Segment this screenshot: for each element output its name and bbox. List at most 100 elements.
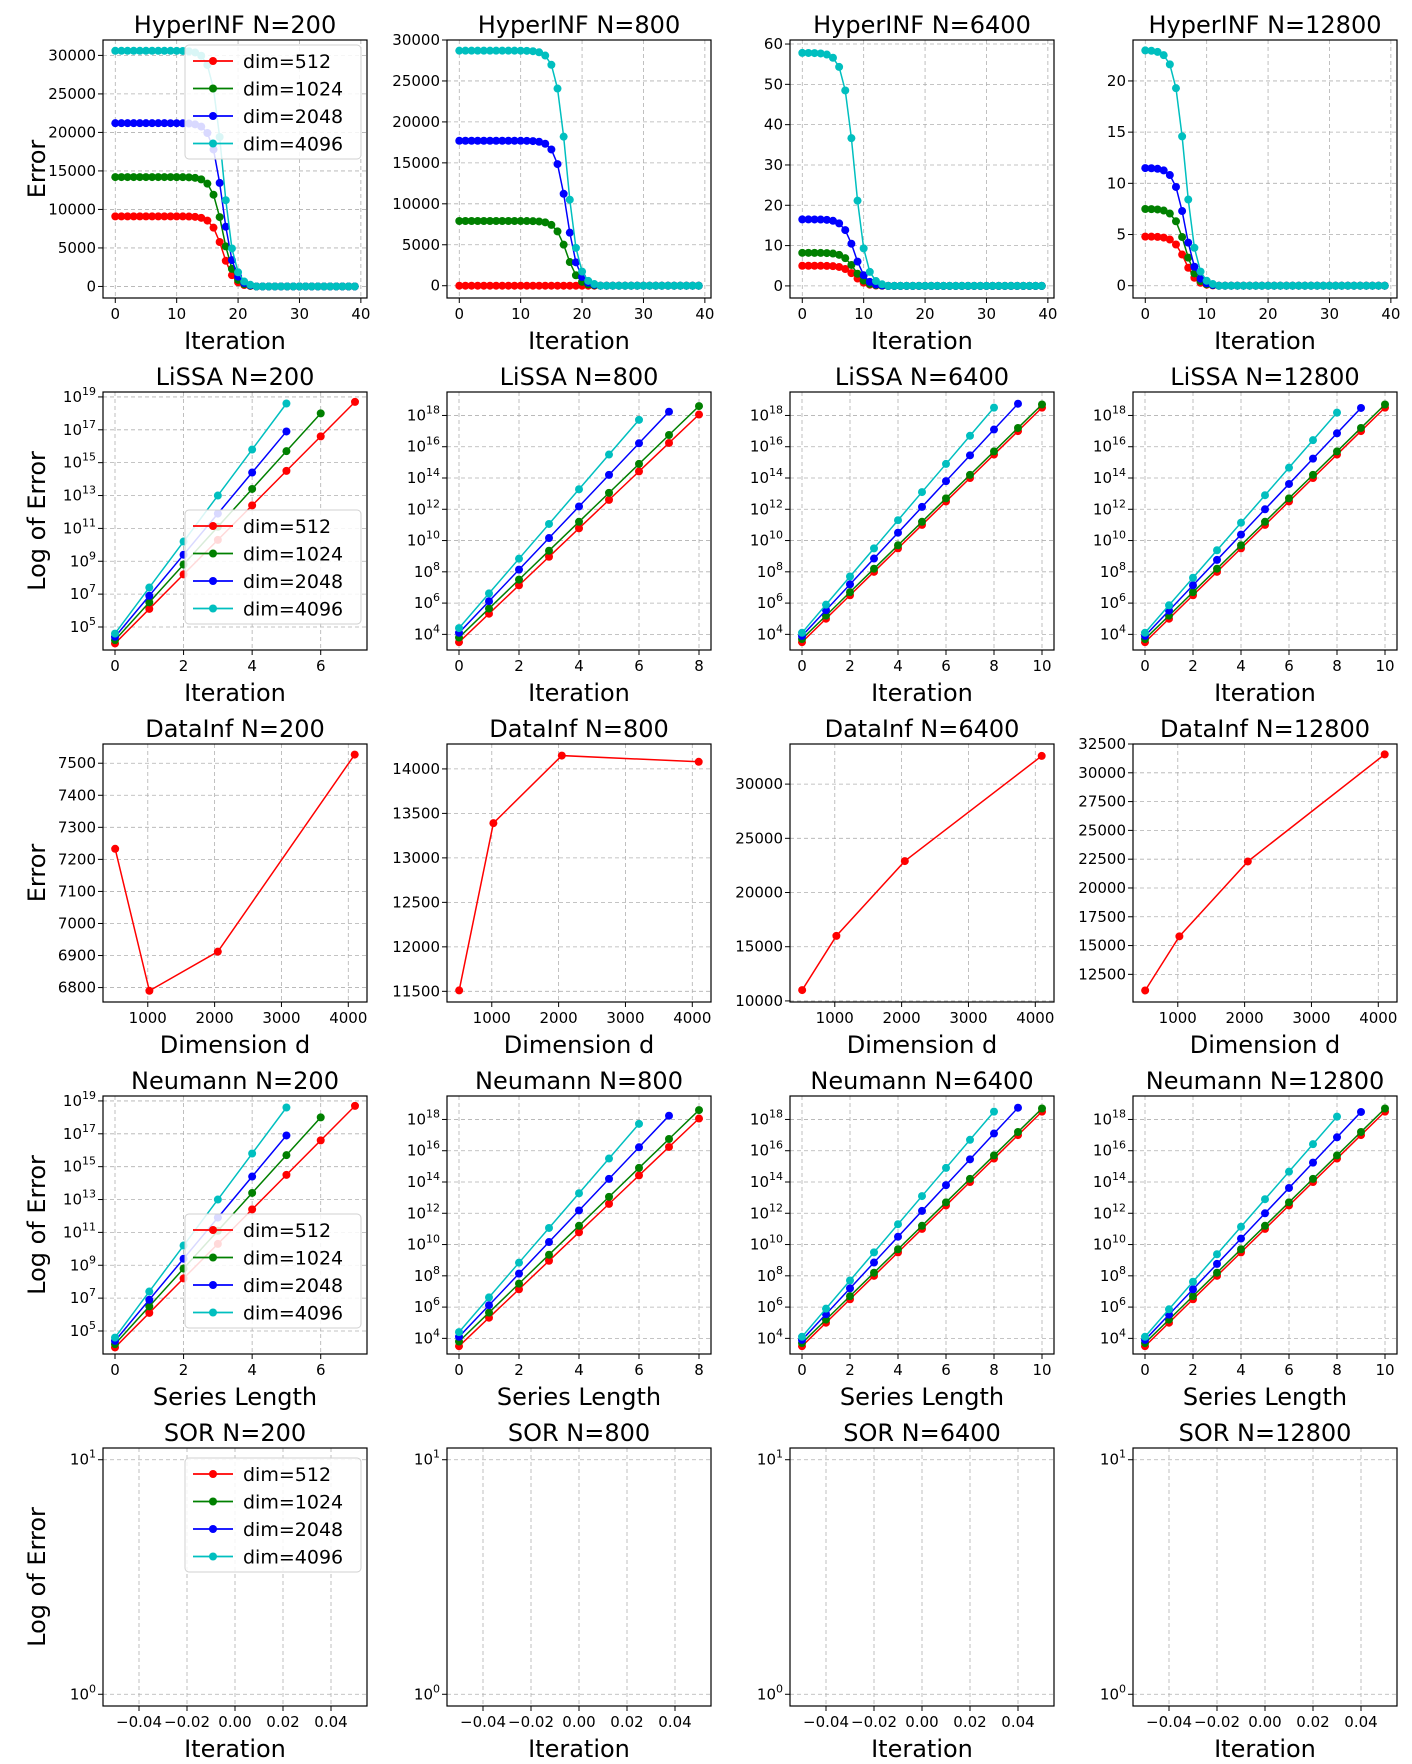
y-tick-exponent: 8 — [776, 1264, 783, 1277]
legend: dim=512 dim=1024 dim=2048 dim=4096 — [184, 1457, 362, 1573]
data-point — [565, 281, 574, 290]
data-point — [816, 261, 825, 270]
legend: dim=512 dim=1024 dim=2048 dim=4096 — [184, 44, 362, 160]
data-point — [326, 282, 335, 291]
data-point — [942, 459, 950, 468]
y-tick-label: 1016 — [407, 1139, 440, 1160]
y-tick-exponent: 15 — [82, 451, 96, 464]
data-point — [1147, 164, 1156, 173]
data-point — [835, 62, 844, 71]
data-point — [804, 215, 813, 224]
data-point — [1261, 517, 1269, 526]
y-tick-exponent: 10 — [1112, 529, 1126, 542]
chart-title: SOR N=6400 — [843, 1419, 1001, 1447]
y-axis-label: Log of Error — [23, 1507, 51, 1647]
data-point — [338, 282, 347, 291]
data-point — [990, 403, 998, 412]
data-point — [547, 220, 556, 229]
data-point — [841, 86, 850, 95]
y-tick-label: 106 — [1100, 1295, 1126, 1316]
data-point — [571, 258, 580, 267]
y-tick-label: 100 — [414, 1682, 440, 1703]
y-tick-label: 7500 — [58, 754, 96, 772]
data-point — [1309, 1174, 1317, 1183]
data-point — [798, 215, 807, 224]
data-point — [590, 280, 599, 289]
data-point — [841, 264, 850, 273]
chart-title: HyperINF N=6400 — [813, 11, 1031, 39]
y-tick-label: 5000 — [58, 239, 96, 257]
data-point — [565, 195, 574, 204]
y-tick-label: 1013 — [63, 1188, 96, 1209]
x-tick-label: 0.02 — [953, 1713, 986, 1731]
data-point — [571, 243, 580, 252]
data-point — [154, 46, 163, 55]
chart-panel: 0 2 4 6 8 1010410610810101012101410161018LiSS… — [1093, 363, 1398, 707]
y-tick-label: 0 — [430, 277, 440, 295]
data-point — [835, 262, 844, 271]
y-tick-exponent: 0 — [89, 1682, 96, 1695]
data-point — [633, 281, 642, 290]
data-point — [665, 407, 673, 416]
data-point — [504, 136, 513, 145]
legend-swatch-marker — [209, 1253, 217, 1262]
data-point — [145, 1287, 154, 1296]
x-tick-label: 1000 — [473, 1009, 511, 1027]
data-point — [914, 281, 923, 290]
data-point — [215, 213, 224, 222]
chart-panel: 0 2 4 6 810410610810101012101410161018LiSSA … — [407, 363, 712, 707]
y-axis-label: Error — [23, 844, 51, 903]
x-tick-label: 8 — [1332, 1361, 1342, 1379]
data-point — [798, 248, 807, 257]
x-tick-label: 2 — [845, 657, 855, 675]
x-tick-label: 6 — [1284, 1361, 1294, 1379]
data-point — [515, 1285, 523, 1294]
y-tick-label: 1018 — [1093, 1107, 1126, 1128]
data-point — [234, 268, 243, 277]
x-tick-label: 8 — [694, 1361, 704, 1379]
y-tick-exponent: 4 — [433, 1326, 440, 1339]
data-point — [1014, 1103, 1022, 1112]
legend-swatch-marker — [209, 84, 217, 93]
data-point — [1261, 505, 1269, 514]
x-tick-label: 8 — [989, 1361, 999, 1379]
x-tick-label: −0.04 — [460, 1713, 506, 1731]
y-tick-label: 107 — [70, 582, 96, 603]
x-tick-label: 40 — [695, 305, 714, 323]
data-point — [172, 119, 181, 128]
x-tick-label: 10 — [1032, 1361, 1051, 1379]
data-point — [535, 217, 544, 226]
data-point — [635, 1163, 643, 1172]
y-tick-label: 1011 — [63, 1220, 96, 1241]
data-point — [822, 1304, 830, 1313]
data-point — [870, 564, 878, 573]
y-tick-exponent: 10 — [426, 1233, 440, 1246]
data-point — [688, 281, 697, 290]
legend-label: dim=2048 — [243, 106, 343, 128]
chart-title: SOR N=800 — [508, 1419, 650, 1447]
data-point — [810, 49, 819, 58]
data-point — [221, 222, 230, 231]
y-tick-exponent: 7 — [89, 1286, 96, 1299]
data-point — [545, 1250, 553, 1259]
y-tick-label: 1016 — [407, 435, 440, 456]
data-point — [1171, 182, 1180, 191]
data-point — [172, 173, 181, 182]
legend-swatch-marker — [209, 112, 217, 120]
data-point — [596, 281, 605, 290]
data-point — [990, 425, 998, 434]
data-point — [1309, 1140, 1317, 1149]
data-point — [1368, 281, 1377, 290]
data-point — [545, 519, 553, 528]
y-tick-label: 5 — [1116, 226, 1126, 244]
x-tick-label: 40 — [1381, 305, 1400, 323]
x-tick-label: 0 — [110, 1361, 120, 1379]
data-point — [575, 1189, 583, 1198]
data-point — [111, 46, 120, 55]
data-point — [221, 242, 230, 251]
data-point — [1300, 281, 1309, 290]
y-tick-exponent: 19 — [82, 385, 96, 398]
data-point — [894, 541, 902, 550]
y-tick-exponent: 4 — [1119, 622, 1126, 635]
data-point — [1285, 1198, 1293, 1207]
